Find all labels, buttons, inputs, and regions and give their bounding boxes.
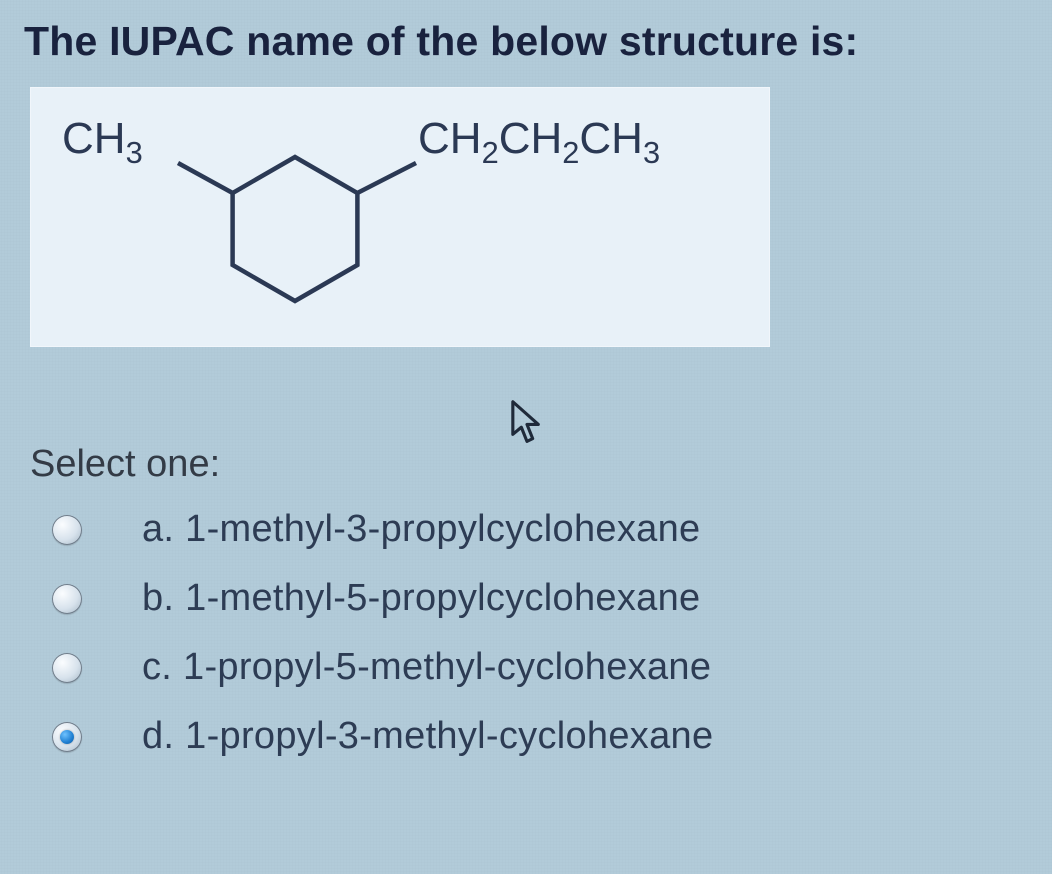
hexagon-ring xyxy=(233,157,358,301)
option-b[interactable]: b. 1-methyl-5-propylcyclohexane xyxy=(52,577,1028,620)
radio-b[interactable] xyxy=(52,584,82,614)
option-d-text: d. 1-propyl-3-methyl-cyclohexane xyxy=(142,715,713,758)
option-b-text: b. 1-methyl-5-propylcyclohexane xyxy=(142,577,700,620)
select-one-label: Select one: xyxy=(30,443,1028,486)
bond-right xyxy=(357,163,416,193)
option-c[interactable]: c. 1-propyl-5-methyl-cyclohexane xyxy=(52,646,1028,689)
cursor-icon xyxy=(510,400,544,446)
question-title: The IUPAC name of the below structure is… xyxy=(24,18,1028,65)
radio-d[interactable] xyxy=(52,722,82,752)
bond-left xyxy=(178,163,233,193)
radio-c[interactable] xyxy=(52,653,82,683)
option-c-text: c. 1-propyl-5-methyl-cyclohexane xyxy=(142,646,711,689)
option-a-text: a. 1-methyl-3-propylcyclohexane xyxy=(142,508,700,551)
question-page: The IUPAC name of the below structure is… xyxy=(0,0,1052,778)
chemical-structure-box: CH3 CH2CH2CH3 xyxy=(30,87,770,347)
option-d[interactable]: d. 1-propyl-3-methyl-cyclohexane xyxy=(52,715,1028,758)
option-a[interactable]: a. 1-methyl-3-propylcyclohexane xyxy=(52,508,1028,551)
right-substituent-label: CH2CH2CH3 xyxy=(418,114,660,164)
left-substituent-label: CH3 xyxy=(62,114,143,164)
radio-a[interactable] xyxy=(52,515,82,545)
options-group: a. 1-methyl-3-propylcyclohexane b. 1-met… xyxy=(52,508,1028,758)
